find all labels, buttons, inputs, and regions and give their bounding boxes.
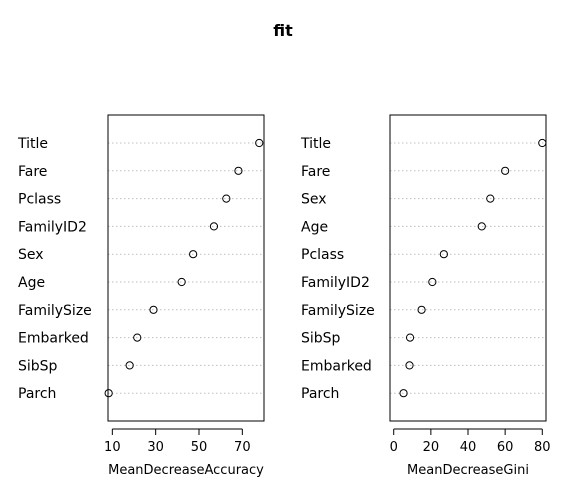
data-point: [477, 222, 486, 231]
category-label: Sex: [18, 247, 44, 263]
data-point: [133, 333, 142, 342]
data-point: [428, 277, 437, 287]
category-label: FamilyID2: [18, 219, 87, 235]
data-point: [486, 194, 495, 203]
data-point: [125, 361, 134, 370]
category-label: Parch: [301, 386, 339, 402]
panel-1: Title Fare Pclass FamilyID2 Sex Age FamilySize…: [17, 114, 265, 478]
category-label: Parch: [18, 386, 56, 402]
data-point: [399, 389, 408, 398]
x-tick-label: 20: [423, 440, 440, 455]
x-axis-title: MeanDecreaseAccuracy: [108, 463, 264, 478]
chart-title: fit: [273, 21, 293, 40]
category-label: Pclass: [18, 192, 61, 208]
data-point: [149, 305, 158, 314]
x-axis-title: MeanDecreaseGini: [407, 463, 529, 478]
data-point: [439, 250, 448, 259]
category-label: FamilyID2: [301, 275, 370, 291]
category-label: Embarked: [18, 331, 89, 347]
category-label: FamilySize: [18, 303, 92, 319]
panels: Title Fare Pclass FamilyID2 Sex Age FamilySize…: [17, 114, 551, 478]
x-tick-label: 70: [234, 440, 251, 455]
category-label: SibSp: [301, 331, 341, 347]
category-label: Sex: [301, 192, 327, 208]
plot-frame: [389, 114, 547, 422]
category-label: Age: [18, 275, 45, 291]
category-label: Title: [300, 136, 331, 152]
category-label: Age: [301, 219, 328, 235]
data-point: [255, 138, 264, 148]
x-tick-label: 0: [390, 440, 398, 455]
data-point: [104, 389, 113, 398]
category-label: FamilySize: [301, 303, 375, 319]
data-point: [405, 333, 415, 342]
data-point: [405, 361, 414, 370]
panel-2: Title Fare Sex Age Pclass FamilyID2 FamilySize…: [300, 114, 551, 478]
x-tick-label: 60: [497, 440, 514, 455]
data-point: [234, 166, 243, 175]
data-point: [209, 222, 219, 231]
category-label: Pclass: [301, 247, 344, 263]
x-tick-label: 80: [534, 440, 551, 455]
category-label: Fare: [18, 164, 47, 180]
x-tick-label: 40: [460, 440, 477, 455]
data-point: [417, 305, 426, 314]
data-point: [222, 194, 231, 203]
data-point: [501, 166, 510, 175]
category-label: Embarked: [301, 358, 372, 374]
plot-frame: [107, 114, 265, 422]
category-label: Title: [17, 136, 48, 152]
x-tick-label: 10: [104, 440, 121, 455]
x-tick-label: 30: [147, 440, 164, 455]
category-label: Fare: [301, 164, 330, 180]
data-point: [189, 250, 198, 259]
x-tick-label: 50: [191, 440, 208, 455]
category-label: SibSp: [18, 358, 58, 374]
data-point: [177, 277, 186, 287]
